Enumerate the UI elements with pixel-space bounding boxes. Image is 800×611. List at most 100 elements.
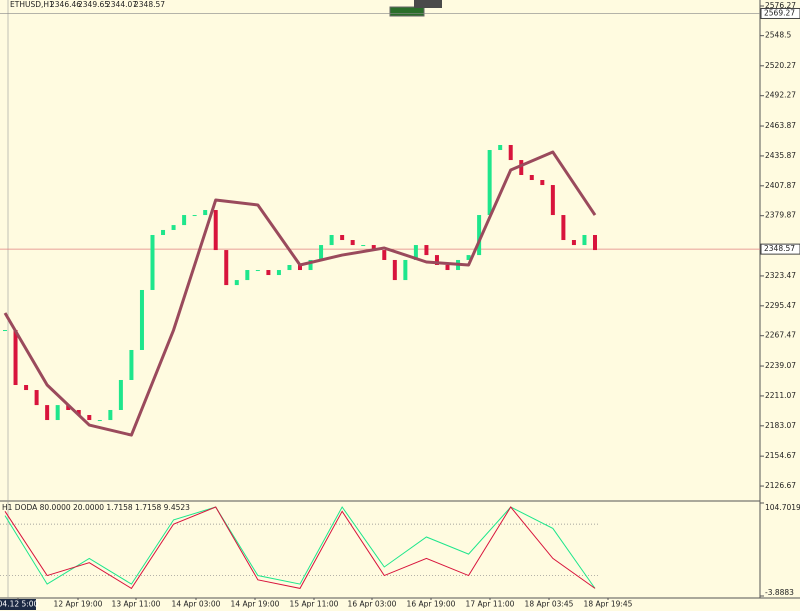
- candle: [45, 405, 50, 421]
- candle: [445, 265, 450, 271]
- candle: [371, 245, 376, 251]
- y-tick-label: 2520.27: [765, 61, 796, 70]
- ohlc-value: 2349.65: [78, 0, 109, 9]
- candle: [434, 255, 439, 266]
- candle: [561, 215, 566, 241]
- marker-label: 2569.27: [764, 8, 795, 17]
- oscillator-line: [4, 506, 596, 589]
- candle: [13, 330, 18, 386]
- y-tick-label: 2323.47: [765, 271, 796, 280]
- candle: [266, 270, 271, 276]
- ohlc-value: 2346.46: [50, 0, 81, 9]
- y-tick-label: 2211.07: [765, 391, 796, 400]
- x-tick-label: 12 Apr 19:00: [54, 600, 103, 609]
- candle: [171, 225, 176, 230]
- current-price-label: 2348.57: [764, 244, 795, 253]
- y-tick-label: 2379.87: [765, 211, 796, 220]
- candle: [234, 280, 239, 286]
- indicator-button[interactable]: [389, 6, 425, 17]
- indicator-button[interactable]: [414, 0, 442, 8]
- candle: [361, 245, 366, 247]
- candle: [87, 415, 92, 421]
- candle: [498, 144, 503, 151]
- candle: [582, 234, 587, 246]
- y-tick-label: 2295.47: [765, 301, 796, 310]
- candle: [108, 409, 113, 421]
- candle: [66, 405, 71, 410]
- candle: [161, 229, 166, 235]
- x-tick-label: 14 Apr 03:00: [172, 600, 221, 609]
- candle: [392, 259, 397, 281]
- marker-box: [760, 7, 800, 19]
- candle: [382, 250, 387, 260]
- candle: [487, 150, 492, 216]
- candle: [213, 210, 218, 251]
- candle: [340, 234, 345, 241]
- y-tick-label: 2548.5: [765, 31, 791, 40]
- candle: [76, 409, 81, 416]
- oscillator-line: [4, 506, 596, 590]
- x-tick-label: 15 Apr 11:00: [290, 600, 339, 609]
- candle: [529, 174, 534, 181]
- candle: [245, 270, 250, 281]
- symbol: ETHUSD,H1: [10, 0, 54, 9]
- osc-tick-label: -3.8883: [765, 588, 794, 597]
- x-tick-label: 17 Apr 11:00: [466, 600, 515, 609]
- ohlc-value: 2344.07: [106, 0, 137, 9]
- y-tick-label: 2435.87: [765, 151, 796, 160]
- moving-average: [3, 150, 597, 437]
- candle: [129, 349, 134, 380]
- candle: [571, 240, 576, 246]
- candle: [329, 234, 334, 246]
- y-tick-label: 2126.67: [765, 481, 796, 490]
- x-tick-label: 18 Apr 03:45: [525, 600, 574, 609]
- candle: [97, 420, 102, 422]
- candle: [508, 144, 513, 161]
- x-tick-label: 14 Apr 19:00: [231, 600, 280, 609]
- y-tick-label: 2492.27: [765, 91, 796, 100]
- candle: [424, 245, 429, 256]
- current-price-box: [760, 243, 800, 255]
- candle: [182, 215, 187, 226]
- candle: [403, 259, 408, 281]
- y-tick-label: 2407.87: [765, 181, 796, 190]
- candle: [55, 405, 60, 421]
- y-tick-label: 2239.07: [765, 361, 796, 370]
- y-tick-label: 2463.87: [765, 121, 796, 130]
- candle: [350, 240, 355, 246]
- x-tick-label: 04.12 5:00: [0, 600, 39, 609]
- candle: [34, 390, 39, 406]
- candle: [203, 210, 208, 216]
- candle: [192, 215, 197, 217]
- candle: [308, 259, 313, 271]
- candle: [224, 250, 229, 286]
- candle: [255, 270, 260, 272]
- candle: [298, 265, 302, 271]
- candle: [287, 265, 292, 271]
- time-cursor-box: [0, 599, 36, 610]
- candle: [466, 255, 471, 260]
- x-tick-label: 18 Apr 19:45: [584, 600, 633, 609]
- y-tick-label: 2183.07: [765, 421, 796, 430]
- candle: [118, 379, 123, 410]
- x-tick-label: 16 Apr 19:00: [407, 600, 456, 609]
- candle: [477, 215, 482, 256]
- y-tick-label: 2576.27: [765, 1, 796, 10]
- y-tick-label: 2267.47: [765, 331, 796, 340]
- candle: [150, 234, 155, 290]
- candle: [139, 289, 144, 350]
- candle: [319, 245, 324, 260]
- x-tick-label: 13 Apr 11:00: [112, 600, 161, 609]
- candle: [24, 385, 29, 391]
- candle: [3, 330, 7, 332]
- ohlc-value: 2348.57: [134, 0, 165, 9]
- oscillator-label: H1 DODA 80.0000 20.0000 1.7158 1.7158 9.…: [2, 503, 190, 512]
- candle: [550, 185, 555, 216]
- candle: [276, 270, 281, 276]
- candle: [540, 180, 545, 186]
- x-tick-label: 16 Apr 03:00: [348, 600, 397, 609]
- candle: [519, 160, 524, 175]
